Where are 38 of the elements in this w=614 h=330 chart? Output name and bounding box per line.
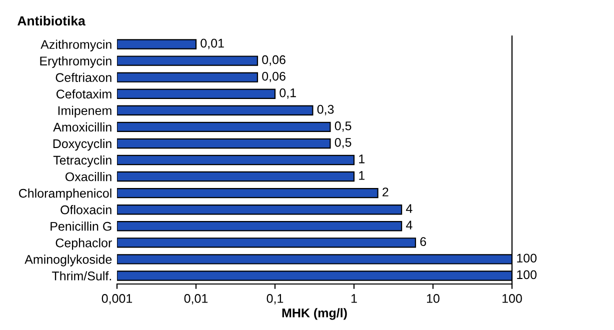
data-label: 100 xyxy=(517,254,537,263)
data-label: 0,1 xyxy=(280,88,296,99)
data-label: 0,01 xyxy=(200,38,224,50)
data-label: 0,06 xyxy=(262,55,286,66)
x-tick-label: 0,001 xyxy=(102,294,132,304)
y-tick-label: Erythromycin xyxy=(40,56,112,68)
data-label: 0,3 xyxy=(317,104,334,116)
data-label: 6 xyxy=(420,237,426,246)
chart-title: Antibiotika xyxy=(18,16,86,26)
data-label: 2 xyxy=(382,188,388,196)
data-label: 1 xyxy=(359,171,365,180)
y-tick-label: Chloramphenicol xyxy=(18,188,112,200)
y-tick-label: Ofloxacin xyxy=(60,205,112,214)
data-label: 0,5 xyxy=(334,138,352,148)
y-tick-label: Oxacillin xyxy=(65,172,112,182)
y-tick-label: Doxycyclin xyxy=(53,138,112,151)
data-label: 4 xyxy=(406,220,412,230)
data-label: 1 xyxy=(359,154,365,164)
data-label: 100 xyxy=(517,270,537,280)
x-axis-title: MHK (mg/l) xyxy=(282,308,347,320)
y-tick-label: Cefotaxim xyxy=(56,89,112,99)
data-label: 4 xyxy=(406,204,412,213)
y-tick-label: Ceftriaxon xyxy=(56,72,112,82)
y-tick-label: Azithromycin xyxy=(40,40,112,52)
x-tick-label: 0,01 xyxy=(184,294,208,304)
y-tick-label: Imipenem xyxy=(58,106,112,118)
x-tick-label: 10 xyxy=(427,294,440,303)
y-tick-label: Tetracyclin xyxy=(53,155,112,168)
y-tick-label: Penicillin G xyxy=(50,222,112,231)
x-tick-label: 100 xyxy=(502,294,522,303)
data-label: 0,5 xyxy=(334,121,352,132)
y-tick-label: Aminoglykoside xyxy=(24,254,112,266)
data-label: 0,06 xyxy=(262,72,286,82)
y-tick-label: Cephaclor xyxy=(56,238,112,250)
x-tick-label: 0,1 xyxy=(266,294,284,304)
y-tick-label: Amoxicillin xyxy=(53,122,112,132)
x-tick-label: 1 xyxy=(351,294,357,303)
y-tick-label: Thrim/Sulf. xyxy=(52,271,111,280)
